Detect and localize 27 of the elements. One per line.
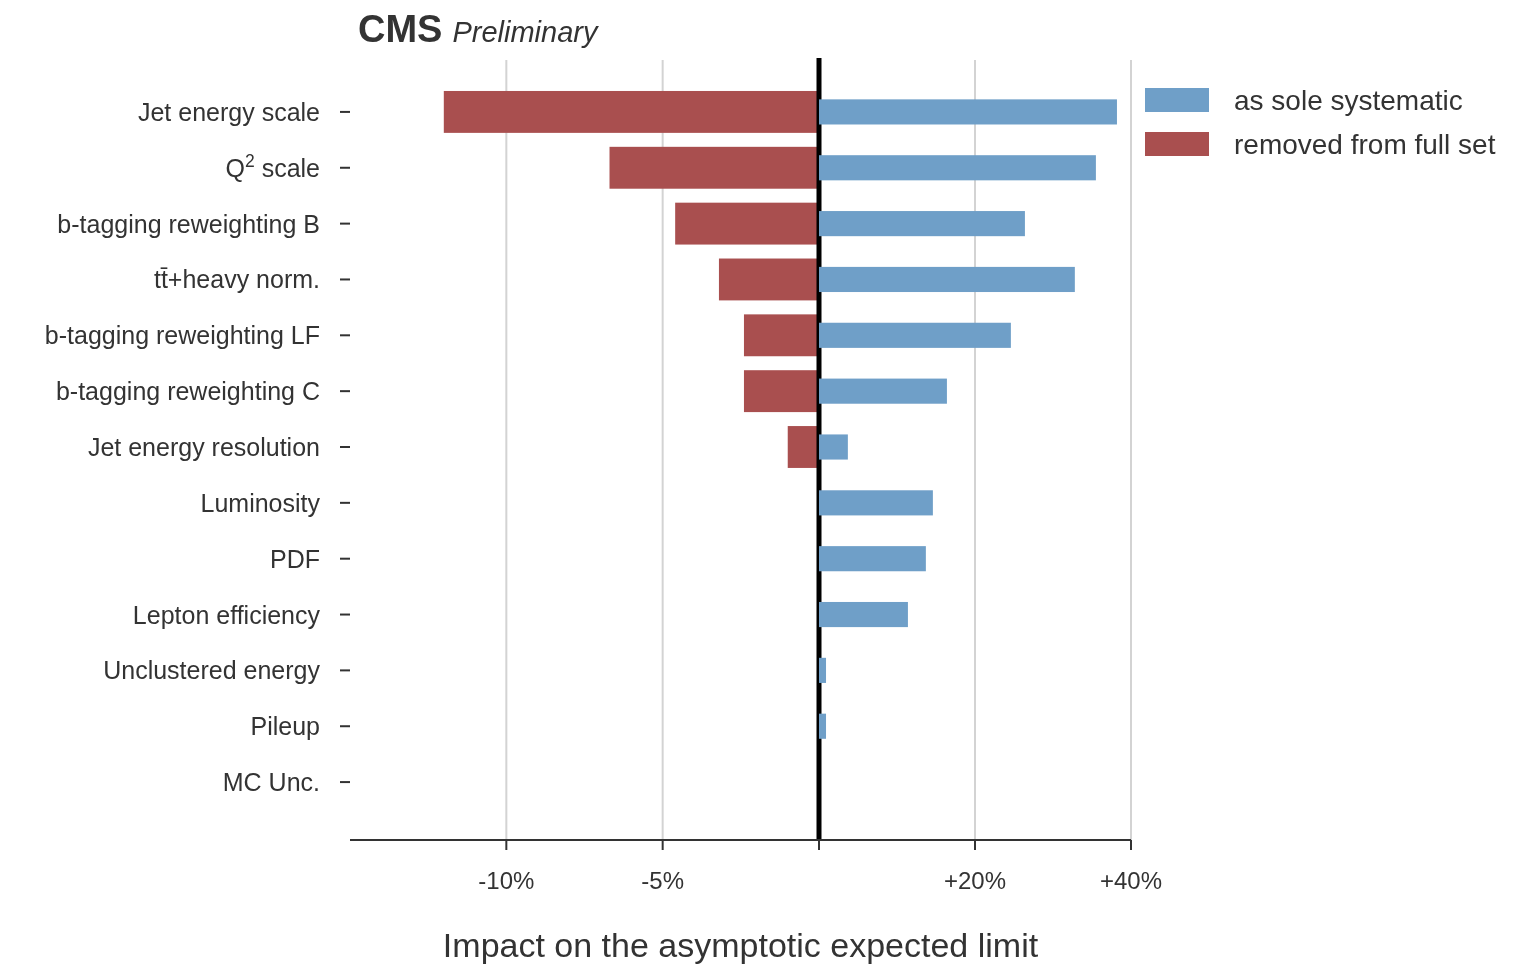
y-tick-label: b-tagging reweighting LF [44,321,320,350]
y-tick-label: Unclustered energy [103,656,321,685]
y-tick-label: Luminosity [200,488,321,517]
y-tick-label: Lepton efficiency [132,600,321,629]
bar [819,490,933,516]
x-tick-label: -5% [641,867,685,894]
y-tick-label: b-tagging reweighting C [55,377,320,406]
y-tick-label: PDF [270,544,320,573]
y-tick-label: Q$^{2}$ scale [225,150,320,182]
y-tick-label: Jet energy resolution [87,433,320,461]
x-axis-title: Impact on the asymptotic expected limit [442,926,1039,964]
y-tick-label: Pileup [250,712,320,741]
x-tick-label: +20% [943,867,1007,894]
bar [819,657,827,683]
bar [819,546,926,572]
bar [819,713,827,739]
y-tick-label: MC Unc. [222,768,320,797]
x-tick-label: +40% [1099,867,1163,894]
y-tick-label: b-tagging reweighting B [57,209,320,238]
legend-label: removed from full set [1234,129,1496,160]
legend-label: as sole systematic [1234,85,1463,116]
y-tick-label: tt̄+heavy norm. [153,265,320,294]
x-tick-label: -10% [478,867,535,894]
bar [819,601,908,628]
chart-title: CMS [358,8,443,50]
y-tick-label: Jet energy scale [137,97,320,126]
chart-subtitle: Preliminary [452,16,599,48]
